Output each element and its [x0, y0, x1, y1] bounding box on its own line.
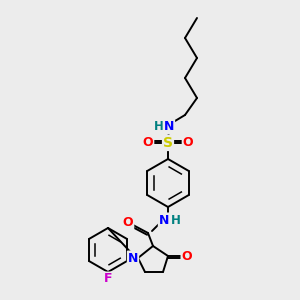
Text: O: O — [183, 136, 193, 149]
Text: O: O — [182, 250, 192, 262]
Text: S: S — [163, 136, 173, 150]
Text: H: H — [171, 214, 181, 227]
Text: N: N — [128, 251, 138, 265]
Text: O: O — [143, 136, 153, 149]
Text: O: O — [123, 215, 133, 229]
Text: N: N — [164, 121, 174, 134]
Text: F: F — [104, 272, 112, 286]
Text: N: N — [159, 214, 169, 226]
Text: H: H — [154, 121, 164, 134]
